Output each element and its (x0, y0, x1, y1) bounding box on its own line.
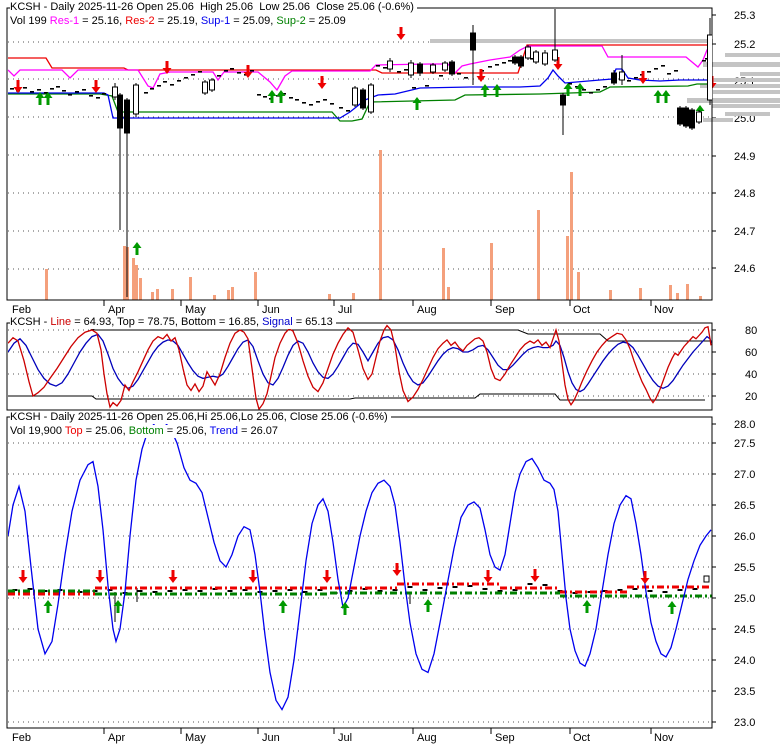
down-arrow-icon (318, 76, 327, 89)
y-axis-tick-label: 24.5 (734, 624, 755, 636)
title-segment: = 25.19, (155, 15, 201, 27)
trend-panel[interactable]: 28.0 27.5 27.0 26.5 26.0 25.5 25.0 24.5 24.0 23.5… (7, 417, 755, 744)
y-axis-tick-label: 25.3 (734, 10, 755, 22)
x-axis-month-label: Aug (417, 732, 437, 744)
x-axis-month-label: Jul (338, 732, 352, 744)
x-axis-month-label: Sep (495, 304, 515, 316)
title-segment: Line (50, 316, 71, 328)
down-arrow-icon (169, 570, 178, 583)
down-arrow-icon (531, 569, 540, 582)
title-segment: Res-2 (125, 15, 154, 27)
y-axis-tick-label: 24.8 (734, 188, 755, 200)
up-arrow-icon (583, 600, 592, 613)
up-arrow-icon (668, 601, 677, 614)
x-axis-month-label: Jun (262, 732, 280, 744)
y-axis-tick-label: 24.7 (734, 226, 755, 238)
y-axis-tick-label: 25.2 (734, 39, 755, 51)
down-arrow-icon (397, 27, 406, 40)
down-arrow-icon (484, 570, 493, 583)
x-axis-month-label: Oct (573, 304, 590, 316)
title-segment: Trend (210, 425, 238, 437)
title-segment: KCSH - Daily 2025-11-26 Open 25.06,Hi 25… (10, 411, 388, 423)
up-arrow-icon (133, 242, 142, 255)
up-arrow-icon (268, 90, 277, 103)
title-segment: Sup-1 (201, 15, 230, 27)
up-arrow-icon (279, 600, 288, 613)
up-arrow-icon (44, 600, 53, 613)
down-arrow-icon (14, 80, 23, 93)
x-axis-month-label: May (185, 304, 206, 316)
y-axis-tick-label: 27.5 (734, 438, 755, 450)
up-arrow-icon (413, 97, 422, 110)
trend-panel-subtitle: Vol 19,900 Top = 25.06, Bottom = 25.06, … (10, 425, 281, 438)
x-axis-month-label: Apr (108, 304, 125, 316)
down-arrow-icon (393, 563, 402, 576)
stochastic-panel-title: KCSH - Line = 64.93, Top = 78.75, Bottom… (10, 316, 336, 329)
title-segment: Vol 199 (10, 15, 50, 27)
x-axis-month-label: Jul (338, 304, 352, 316)
y-axis-tick-label: 20 (745, 391, 757, 403)
title-segment: Bottom (129, 425, 164, 437)
x-axis-month-label: Nov (654, 304, 674, 316)
title-segment: = 26.07 (238, 425, 278, 437)
x-axis-month-label: Apr (108, 732, 125, 744)
chart-window: 25.325.225.125.024.924.824.724.6FebAprMa… (0, 0, 780, 745)
y-axis-tick-label: 25.5 (734, 562, 755, 574)
stochastic-panel[interactable]: 80 60 40 20 (7, 323, 757, 410)
price-panel-subtitle: Vol 199 Res-1 = 25.16, Res-2 = 25.19, Su… (10, 15, 349, 28)
y-axis-tick-label: 80 (745, 325, 757, 337)
y-axis-tick-label: 40 (745, 369, 757, 381)
down-arrow-icon (19, 570, 28, 583)
x-axis-month-label: Feb (12, 304, 31, 316)
y-axis-tick-label: 24.9 (734, 151, 755, 163)
x-axis-month-label: Jun (262, 304, 280, 316)
x-axis-month-label: Oct (573, 732, 590, 744)
price-panel[interactable]: 25.325.225.125.024.924.824.724.6FebAprMa… (7, 8, 780, 316)
y-axis-tick-label: 23.0 (734, 717, 755, 729)
price-panel-title: KCSH - Daily 2025-11-26 Open 25.06 High … (10, 1, 417, 14)
y-axis-tick-label: 24.6 (734, 263, 755, 275)
up-arrow-icon (564, 83, 573, 96)
y-axis-tick-label: 23.5 (734, 686, 755, 698)
title-segment: Sup-2 (276, 15, 305, 27)
trend-panel-title: KCSH - Daily 2025-11-26 Open 25.06,Hi 25… (10, 411, 391, 424)
down-arrow-icon (249, 570, 258, 583)
down-arrow-icon (641, 571, 650, 584)
title-segment: KCSH - Daily 2025-11-26 Open 25.06 High … (10, 1, 414, 13)
title-segment: = 25.16, (79, 15, 125, 27)
title-segment: = 25.06, (83, 425, 129, 437)
title-segment: = 64.93, Top = 78.75, Bottom = 16.85, (71, 316, 262, 328)
x-axis-month-label: Aug (417, 304, 437, 316)
y-axis-tick-label: 28.0 (734, 419, 755, 431)
title-segment: Vol 19,900 (10, 425, 65, 437)
candles (113, 5, 713, 297)
y-axis-tick-label: 24.0 (734, 655, 755, 667)
y-axis-tick-label: 25.0 (734, 593, 755, 605)
down-arrow-icon (477, 69, 486, 82)
title-segment: Signal (262, 316, 293, 328)
x-axis-month-label: May (185, 732, 206, 744)
title-segment: Res-1 (50, 15, 79, 27)
title-segment: KCSH - (10, 316, 50, 328)
x-axis-month-label: Sep (495, 732, 515, 744)
y-axis-tick-label: 26.5 (734, 500, 755, 512)
down-arrow-icon (323, 570, 332, 583)
y-axis-tick-label: 60 (745, 347, 757, 359)
down-arrow-icon (639, 71, 648, 84)
title-segment: = 25.09 (306, 15, 346, 27)
down-arrow-icon (96, 570, 105, 583)
x-axis-month-label: Feb (12, 732, 31, 744)
title-segment: Top (65, 425, 83, 437)
y-axis-tick-label: 27.0 (734, 469, 755, 481)
up-arrow-icon (654, 90, 663, 103)
title-segment: = 25.09, (230, 15, 276, 27)
down-arrow-icon (92, 80, 101, 93)
title-segment: = 25.06, (164, 425, 210, 437)
up-arrow-icon (662, 90, 671, 103)
x-axis-month-label: Nov (654, 732, 674, 744)
title-segment: = 65.13 (293, 316, 333, 328)
up-arrow-icon (424, 599, 433, 612)
y-axis-tick-label: 26.0 (734, 531, 755, 543)
chart-canvas[interactable]: 25.325.225.125.024.924.824.724.6FebAprMa… (0, 0, 780, 745)
